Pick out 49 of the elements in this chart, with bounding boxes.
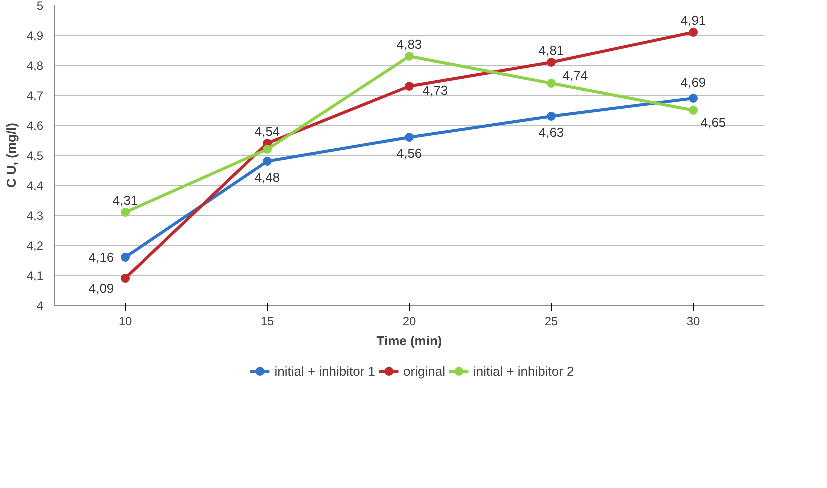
point: [121, 274, 130, 283]
y-tick-label: 4,8: [26, 59, 44, 73]
data-label: 4,81: [538, 43, 564, 58]
point: [263, 145, 272, 154]
data-label: 4,91: [680, 13, 706, 28]
point: [689, 106, 698, 115]
point: [547, 112, 556, 121]
point: [121, 208, 130, 217]
point: [689, 28, 698, 37]
data-label: 4,56: [396, 146, 422, 161]
y-tick-label: 4,1: [26, 269, 44, 283]
x-tick-label: 15: [260, 314, 274, 328]
data-label: 4,83: [396, 37, 422, 52]
legend-label: initial + inhibitor 1: [274, 364, 376, 378]
data-label: 4,73: [422, 83, 448, 98]
y-tick-label: 5: [36, 0, 44, 13]
y-tick-label: 4,3: [26, 209, 44, 223]
legend-label: original: [404, 364, 446, 378]
y-tick-label: 4,7: [26, 89, 44, 103]
y-tick-label: 4,4: [26, 179, 44, 193]
y-axis-title: C U, (mg/l): [4, 122, 19, 188]
y-tick-label: 4,6: [26, 119, 44, 133]
data-label: 4,48: [254, 170, 280, 185]
x-tick-label: 30: [686, 314, 700, 328]
point: [405, 133, 414, 142]
point: [121, 253, 130, 262]
data-label: 4,09: [88, 281, 114, 296]
data-label: 4,74: [562, 68, 588, 83]
point: [263, 157, 272, 166]
x-axis-title: Time (min): [376, 334, 442, 348]
point: [547, 79, 556, 88]
legend-label: initial + inhibitor 2: [473, 364, 574, 378]
x-tick-label: 10: [118, 314, 132, 328]
y-tick-label: 4,2: [26, 239, 44, 253]
x-tick-label: 20: [402, 314, 416, 328]
data-label: 4,63: [538, 125, 564, 140]
data-label: 4,69: [680, 75, 706, 90]
data-label: 4,31: [112, 193, 138, 208]
y-tick-label: 4,9: [26, 29, 44, 43]
point: [405, 52, 414, 61]
point: [547, 58, 556, 67]
x-tick-label: 25: [544, 314, 558, 328]
point: [405, 82, 414, 91]
point: [689, 94, 698, 103]
data-label: 4,16: [88, 250, 114, 265]
data-label: 4,65: [700, 115, 726, 130]
data-label: 4,54: [254, 124, 280, 139]
y-tick-label: 4: [36, 299, 44, 313]
y-tick-label: 4,5: [26, 149, 44, 163]
